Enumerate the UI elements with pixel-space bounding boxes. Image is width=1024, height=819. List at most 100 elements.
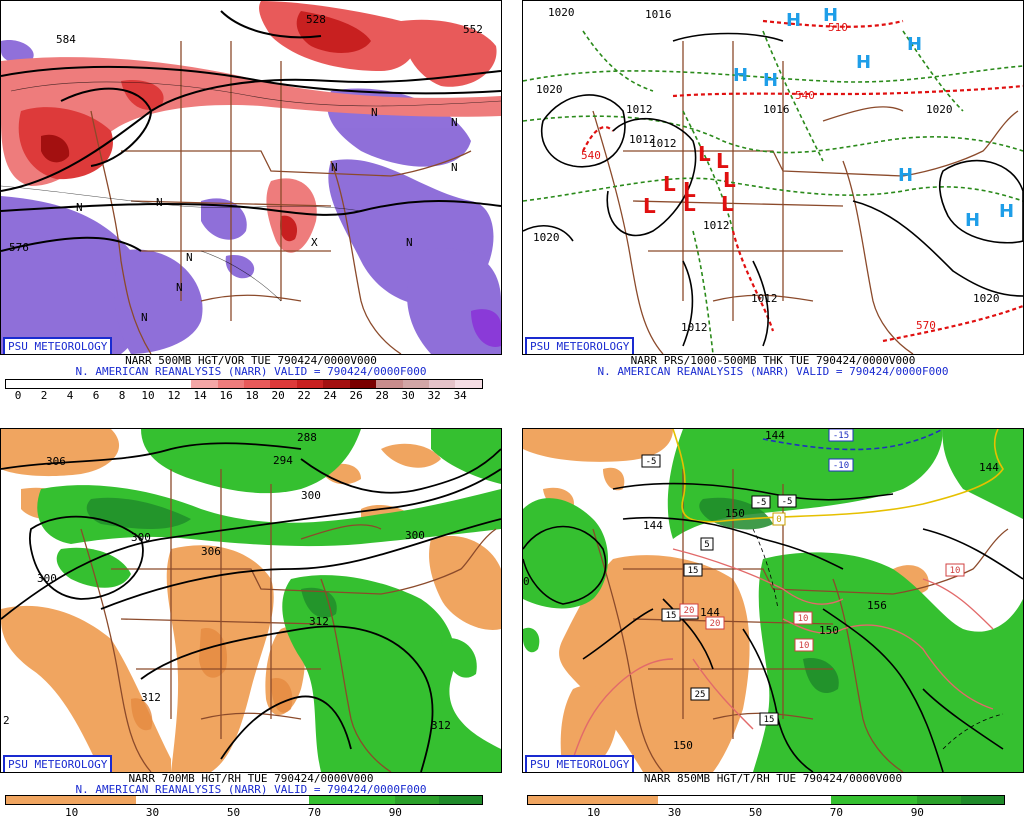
- vort-marker: N: [156, 196, 163, 209]
- vort-marker: N: [371, 106, 378, 119]
- colorbar-swatch: [6, 380, 33, 388]
- vort-marker: N: [176, 281, 183, 294]
- isobars: [523, 32, 1023, 347]
- high-icon: H: [823, 5, 838, 26]
- svg-text:5: 5: [704, 540, 709, 550]
- temperature-label-box: 5: [700, 537, 714, 551]
- contour-label: 300: [301, 489, 321, 502]
- temperature-label-box: 10: [793, 611, 813, 625]
- contour-label: 552: [463, 23, 483, 36]
- colorbar-tick-label: 30: [401, 389, 415, 402]
- contour-label: 156: [867, 599, 887, 612]
- colorbar-swatch: [395, 796, 439, 804]
- contour-label: 1012: [681, 321, 708, 334]
- low-icon: L: [698, 142, 711, 166]
- low-icon: L: [663, 172, 676, 196]
- colorbar-swatch: [164, 380, 192, 388]
- contour-label: 144: [643, 519, 663, 532]
- temperature-label-box: 15: [759, 712, 779, 726]
- colorbar-tick-label: 70: [829, 806, 844, 819]
- colorbar: [527, 795, 1005, 805]
- high-icon: H: [965, 210, 980, 231]
- contour-label: 1012: [751, 292, 778, 305]
- low-icon: L: [683, 178, 696, 202]
- svg-text:-10: -10: [833, 461, 849, 471]
- contour-labels: 306 288 294 300 300 300 306 300 312 312 …: [3, 431, 451, 732]
- contour-label: 1016: [645, 8, 672, 21]
- colorbar-swatch: [217, 380, 244, 388]
- contour-label: 0: [523, 575, 530, 588]
- temperature-label-box: -5: [751, 495, 771, 509]
- colorbar-swatch: [528, 796, 572, 804]
- panel-850mb-temp-rh: 144 150 144 144 150 156 150 144 0 -15 -10…: [522, 428, 1024, 819]
- isobar-labels: 1020 1016 1020 1012 1012 1012 1016 1020 …: [533, 6, 1000, 334]
- map-frame: 584 576 528 552 N N N N N N N N N X N PS…: [0, 0, 502, 355]
- map-frame: 144 150 144 144 150 156 150 144 0 -15 -10…: [522, 428, 1024, 773]
- colorbar-swatch: [874, 796, 918, 804]
- height-contours: [1, 442, 501, 772]
- thickness-label: 540: [581, 149, 601, 162]
- low-pressure-markers: L L L L L L L L: [643, 142, 736, 218]
- vort-marker: N: [186, 251, 193, 264]
- colorbar-swatch: [191, 380, 218, 388]
- colorbar-swatch: [402, 380, 429, 388]
- contour-label: 584: [56, 33, 76, 46]
- contour-label: 312: [431, 719, 451, 732]
- thickness-label: 540: [795, 89, 815, 102]
- contour-label: 1012: [626, 103, 653, 116]
- colorbar-swatch: [270, 380, 297, 388]
- contour-label: 1020: [536, 83, 563, 96]
- contour-label: 294: [273, 454, 293, 467]
- contour-label: 144: [765, 429, 785, 442]
- colorbar-ticks: 0 2 4 6 8 10 12 14 16 18 20 22 24 26 28 30 32 34: [5, 389, 481, 402]
- contour-label: 312: [141, 691, 161, 704]
- colorbar-swatch: [429, 380, 456, 388]
- temperature-label-box: 20: [705, 616, 725, 630]
- colorbar-tick-label: 12: [167, 389, 181, 402]
- contour-label: 576: [9, 241, 29, 254]
- thickness-label: 570: [916, 319, 936, 332]
- contour-labels: 584 576 528 552 N N N N N N N N N X N: [9, 13, 483, 324]
- temperature-label-box: 10: [794, 638, 814, 652]
- map-500mb: 584 576 528 552 N N N N N N N N N X N: [1, 1, 501, 354]
- colorbar-swatch: [179, 796, 223, 804]
- colorbar-swatch: [222, 796, 266, 804]
- colorbar-swatch: [830, 796, 875, 804]
- caption-line2: N. AMERICAN REANALYSIS (NARR) VALID = 79…: [75, 783, 427, 796]
- high-icon: H: [999, 201, 1014, 222]
- colorbar-swatch: [376, 380, 403, 388]
- vorticity-positive-areas: [1, 1, 501, 347]
- colorbar-tick-label: 10: [141, 389, 155, 402]
- cold-isotherms: [762, 429, 944, 451]
- temperature-label-box: 20: [679, 603, 699, 617]
- vorticity-negative-areas: [1, 40, 501, 354]
- colorbar-swatch: [243, 380, 271, 388]
- high-icon: H: [733, 65, 748, 86]
- colorbar-tick-label: 90: [910, 806, 924, 819]
- contour-label: 300: [131, 531, 151, 544]
- temperature-label-box: 15: [683, 563, 703, 577]
- svg-text:0: 0: [776, 515, 781, 525]
- svg-text:20: 20: [710, 619, 721, 629]
- high-icon: H: [856, 52, 871, 73]
- low-icon: L: [683, 192, 696, 216]
- svg-text:-5: -5: [756, 498, 767, 508]
- contour-label: 288: [297, 431, 317, 444]
- colorbar-tick-label: 90: [388, 806, 402, 819]
- map-700mb: 306 288 294 300 300 300 306 300 312 312 …: [1, 429, 501, 772]
- contour-label: 1020: [533, 231, 560, 244]
- rh-dry-areas: [1, 429, 501, 772]
- contour-label: 300: [37, 572, 57, 585]
- colorbar: [5, 379, 483, 389]
- contour-label: 1016: [763, 103, 790, 116]
- contour-label: 306: [201, 545, 221, 558]
- colorbar-swatch: [960, 796, 1004, 804]
- high-icon: H: [898, 165, 913, 186]
- contour-label: 150: [673, 739, 693, 752]
- contour-label: 1012: [650, 137, 677, 150]
- temperature-label-box: 25: [690, 687, 710, 701]
- low-icon: L: [716, 149, 729, 173]
- map-850mb: 144 150 144 144 150 156 150 144 0 -15-10…: [523, 429, 1023, 772]
- colorbar-swatch: [135, 796, 180, 804]
- colorbar-tick-label: 16: [219, 389, 233, 402]
